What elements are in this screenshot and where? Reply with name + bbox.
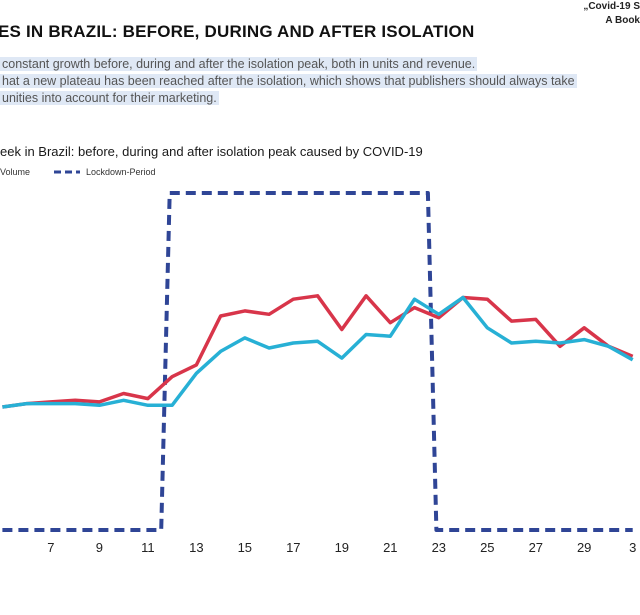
x-tick-label: 9 — [96, 540, 103, 555]
corner-note: „Covid-19 S A Book — [583, 0, 640, 28]
x-tick-label: 27 — [529, 540, 543, 555]
legend-label-lockdown: Lockdown-Period — [86, 167, 156, 177]
x-tick-label: 25 — [480, 540, 494, 555]
legend-item-lockdown: Lockdown-Period — [54, 167, 156, 177]
chart-title: eek in Brazil: before, during and after … — [0, 144, 423, 159]
series-line-volume-1 — [2, 295, 634, 409]
legend-label-volume: Volume — [0, 167, 31, 177]
x-tick-label: 3 — [629, 540, 636, 555]
x-tick-label: 11 — [141, 540, 155, 555]
intro-text: constant growth before, during and after… — [0, 56, 640, 107]
series-line-lockdown-period-2 — [2, 191, 633, 532]
legend-item-volume: Volume — [0, 167, 30, 177]
legend-swatch-lockdown — [54, 167, 80, 177]
intro-line-1: constant growth before, during and after… — [0, 57, 478, 71]
x-tick-label: 15 — [238, 540, 252, 555]
x-tick-label: 29 — [577, 540, 591, 555]
x-tick-label: 7 — [47, 540, 54, 555]
x-tick-label: 19 — [335, 540, 349, 555]
x-tick-label: 13 — [189, 540, 203, 555]
x-tick-label: 17 — [286, 540, 300, 555]
x-tick-label: 21 — [383, 540, 397, 555]
page-headline: ES IN BRAZIL: BEFORE, DURING AND AFTER I… — [0, 22, 475, 41]
corner-note-line-2: A Book — [605, 15, 640, 26]
corner-note-line-1: „Covid-19 S — [583, 1, 640, 12]
x-tick-label: 23 — [432, 540, 446, 555]
intro-line-3: unities into account for their marketing… — [0, 91, 219, 105]
series-line-unlabeled-0 — [2, 294, 634, 409]
intro-line-2: hat a new plateau has been reached after… — [0, 74, 577, 88]
